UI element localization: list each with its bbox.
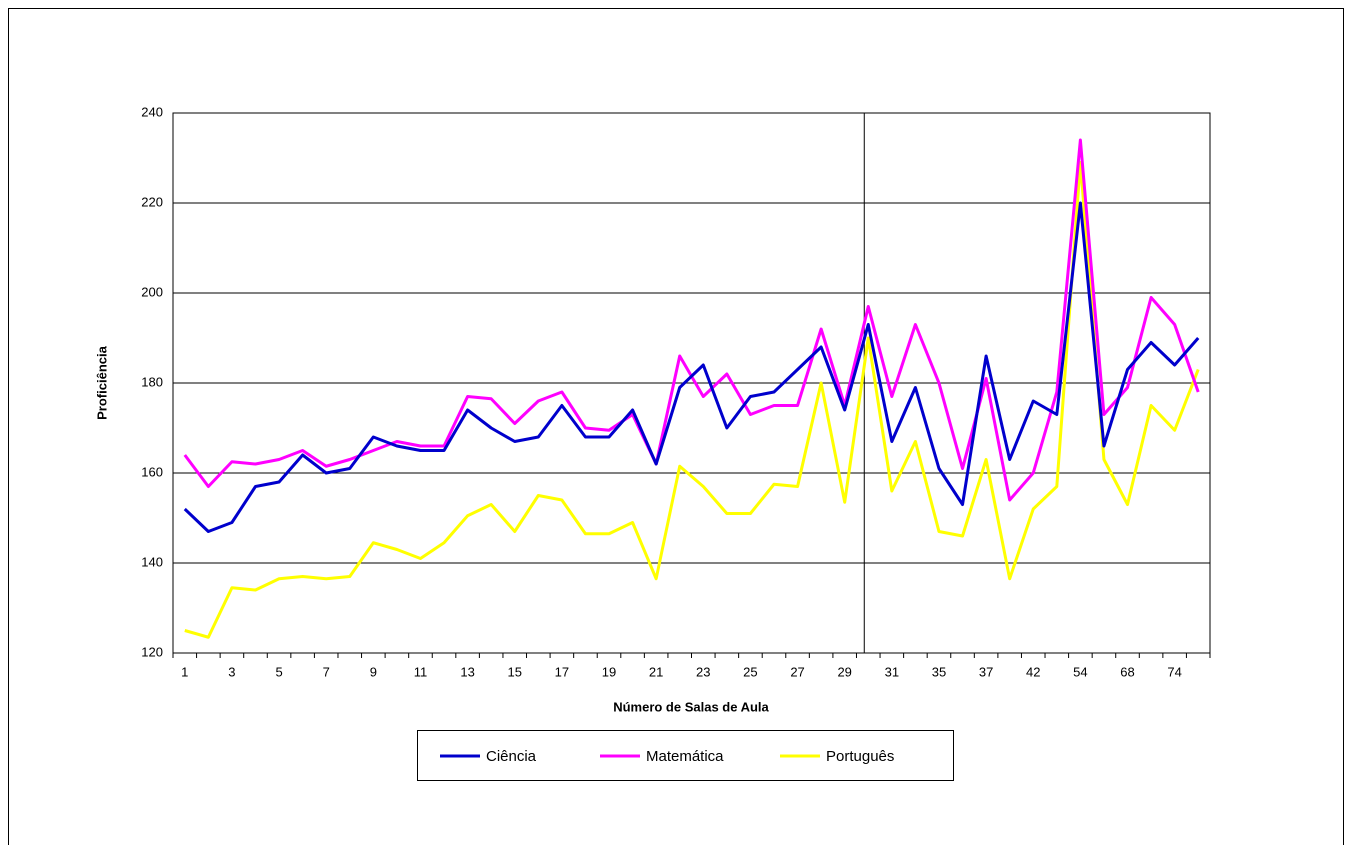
y-tick-label: 240 <box>141 104 163 119</box>
y-tick-label: 200 <box>141 284 163 299</box>
legend <box>417 730 954 781</box>
x-tick-label: 11 <box>414 664 428 679</box>
x-tick-label: 68 <box>1120 664 1134 679</box>
x-tick-label: 19 <box>602 664 616 679</box>
line-series <box>183 201 1200 533</box>
line-series <box>183 138 1200 502</box>
line-series <box>184 161 1200 639</box>
x-tick-label: 42 <box>1026 664 1040 679</box>
x-tick-label: 21 <box>649 664 663 679</box>
x-tick-label: 31 <box>885 664 899 679</box>
x-tick-label: 17 <box>555 664 569 679</box>
y-axis-title: Proficiência <box>94 345 109 419</box>
x-tick-label: 35 <box>932 664 946 679</box>
x-tick-label: 23 <box>696 664 710 679</box>
x-tick-label: 3 <box>228 664 235 679</box>
x-tick-label: 25 <box>743 664 757 679</box>
legend-label: Matemática <box>646 748 724 765</box>
x-tick-label: 9 <box>370 664 377 679</box>
x-tick-label: 15 <box>508 664 522 679</box>
x-tick-label: 74 <box>1167 664 1181 679</box>
frame <box>8 8 1344 849</box>
x-tick-label: 37 <box>979 664 993 679</box>
legend-label: Português <box>826 748 894 765</box>
y-tick-label: 140 <box>141 554 163 569</box>
legend-label: Ciência <box>486 748 537 765</box>
y-tick-label: 220 <box>141 194 163 209</box>
y-tick-label: 180 <box>141 374 163 389</box>
x-tick-label: 1 <box>181 664 188 679</box>
x-tick-label: 29 <box>837 664 851 679</box>
y-tick-label: 160 <box>141 464 163 479</box>
x-tick-label: 27 <box>790 664 804 679</box>
x-axis-title: Número de Salas de Aula <box>613 699 769 714</box>
x-tick-label: 5 <box>275 664 282 679</box>
y-tick-label: 120 <box>141 644 163 659</box>
x-tick-label: 7 <box>323 664 330 679</box>
x-tick-label: 13 <box>460 664 474 679</box>
x-tick-label: 54 <box>1073 664 1087 679</box>
